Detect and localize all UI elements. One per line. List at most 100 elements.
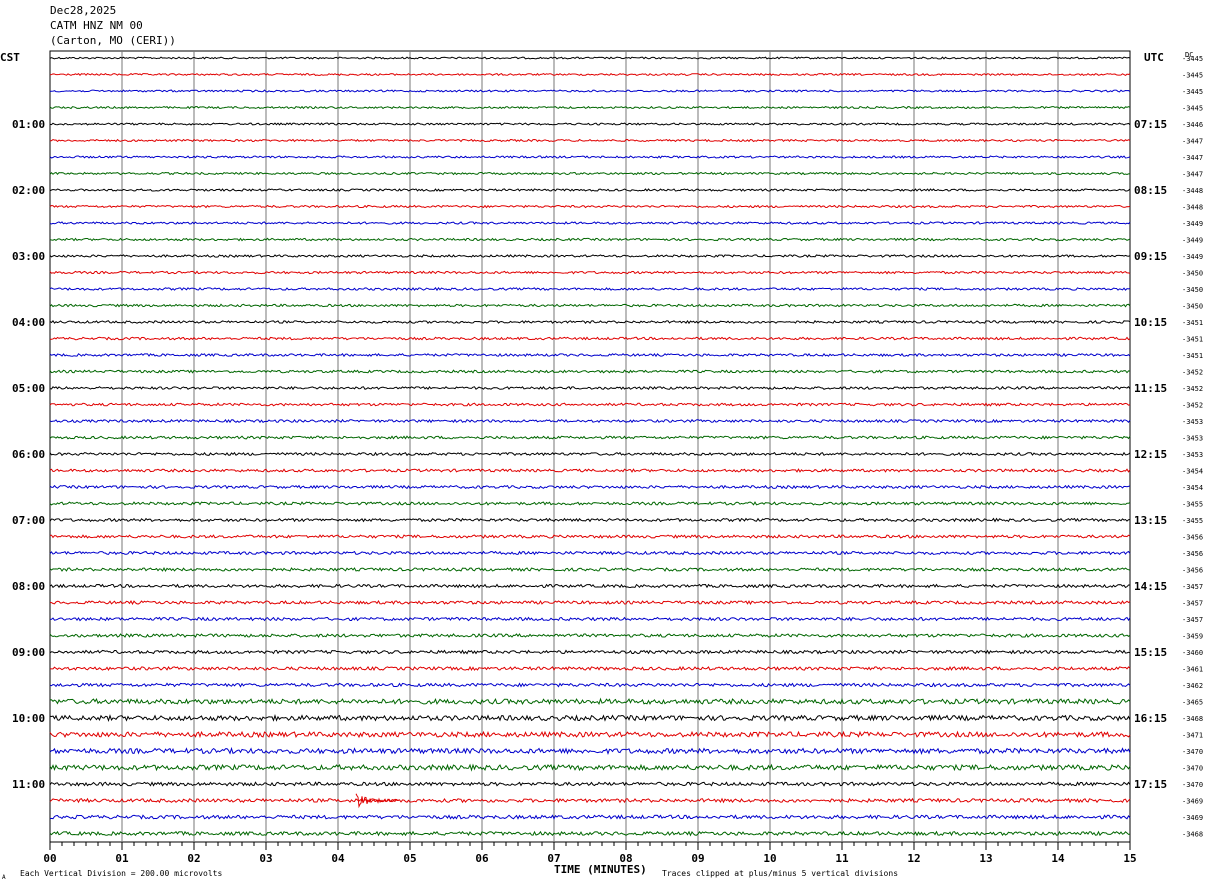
x-axis-title: TIME (MINUTES) [554,863,647,876]
clip-note: Traces clipped at plus/minus 5 vertical … [662,869,898,878]
trace-line [49,797,1131,804]
dc-offset-label: -3461 [1182,666,1203,674]
trace-line [49,270,1131,275]
trace-line [49,72,1131,77]
corner-mark: A [2,874,6,881]
dc-offset-label: -3468 [1182,715,1203,723]
dc-offset-label: -3455 [1182,501,1203,509]
x-tick-label: 15 [1123,852,1136,865]
trace-line [49,583,1131,589]
trace-line [49,484,1131,490]
trace-line [49,254,1131,258]
dc-offset-label: -3469 [1182,814,1203,822]
dc-offset-label: -3470 [1182,781,1203,789]
dc-offset-label: -3456 [1182,550,1203,558]
dc-offset-label: -3452 [1182,369,1203,377]
x-tick-label: 13 [979,852,992,865]
right-hour-label: 08:15 [1134,184,1167,197]
dc-offset-label: -3469 [1182,798,1203,806]
x-tick-label: 03 [259,852,272,865]
left-hour-label: 06:00 [12,448,45,461]
trace-line [49,369,1131,374]
left-hour-label: 11:00 [12,778,45,791]
dc-offset-label: -3451 [1182,336,1203,344]
dc-offset-label: -3449 [1182,253,1203,261]
trace-line [49,385,1131,391]
trace-line [49,534,1131,539]
trace-line [49,171,1131,176]
trace-line [49,319,1131,325]
dc-offset-label: -3445 [1182,55,1203,63]
x-tick-label: 07 [547,852,560,865]
right-hour-label: 09:15 [1134,250,1167,263]
trace-line [49,105,1131,110]
trace-line [49,517,1131,523]
dc-offset-label: -3450 [1182,286,1203,294]
event-burst [355,793,400,809]
trace-line [49,746,1131,755]
dc-offset-label: -3450 [1182,270,1203,278]
trace-line [49,616,1131,622]
dc-offset-label: -3456 [1182,534,1203,542]
trace-line [49,567,1131,573]
dc-offset-label: -3453 [1182,435,1203,443]
right-hour-label: 10:15 [1134,316,1167,329]
trace-line [49,814,1131,820]
dc-offset-label: -3454 [1182,468,1203,476]
dc-offset-label: -3456 [1182,567,1203,575]
right-hour-label: 14:15 [1134,580,1167,593]
trace-line [49,89,1131,93]
dc-offset-label: -3446 [1182,121,1203,129]
left-hour-label: 10:00 [12,712,45,725]
dc-offset-label: -3451 [1182,352,1203,360]
dc-offset-label: -3447 [1182,154,1203,162]
dc-offset-label: -3471 [1182,732,1203,740]
trace-line [49,237,1131,242]
trace-line [49,336,1131,341]
left-timezone-label: CST [0,51,20,64]
trace-line [49,204,1131,209]
dc-offset-label: -3447 [1182,138,1203,146]
dc-offset-label: -3455 [1182,517,1203,525]
dc-offset-label: -3453 [1182,418,1203,426]
trace-line [49,418,1131,424]
dc-offset-label: -3454 [1182,484,1203,492]
left-hour-label: 05:00 [12,382,45,395]
trace-line [49,188,1131,192]
dc-offset-label: -3452 [1182,402,1203,410]
trace-line [49,122,1131,126]
dc-offset-label: -3445 [1182,105,1203,113]
x-tick-label: 04 [331,852,345,865]
trace-line [49,435,1131,440]
dc-offset-label: -3449 [1182,237,1203,245]
dc-offset-label: -3470 [1182,765,1203,773]
x-tick-label: 08 [619,852,632,865]
header-date: Dec28,2025 [50,4,117,17]
trace-line [49,599,1131,606]
trace-line [49,303,1131,308]
trace-line [49,468,1131,473]
dc-offset-label: -3459 [1182,633,1203,641]
dc-offset-label: -3445 [1182,72,1203,80]
left-hour-label: 02:00 [12,184,45,197]
dc-offset-label: -3457 [1182,616,1203,624]
trace-group [49,56,1131,837]
left-hour-label: 07:00 [12,514,45,527]
dc-offset-label: -3448 [1182,187,1203,195]
trace-line [49,56,1131,60]
header-station: CATM HNZ NM 00 [50,19,143,32]
x-tick-label: 10 [763,852,776,865]
dc-column-label: DC [1185,51,1193,59]
x-tick-label: 01 [115,852,129,865]
trace-line [49,763,1131,772]
trace-line [49,155,1131,159]
dc-offset-label: -3451 [1182,319,1203,327]
dc-offset-label: -3450 [1182,303,1203,311]
x-tick-label: 09 [691,852,704,865]
left-hour-label: 09:00 [12,646,45,659]
trace-line [49,830,1131,837]
trace-line [49,665,1131,672]
trace-line [49,138,1131,143]
right-hour-label: 15:15 [1134,646,1167,659]
